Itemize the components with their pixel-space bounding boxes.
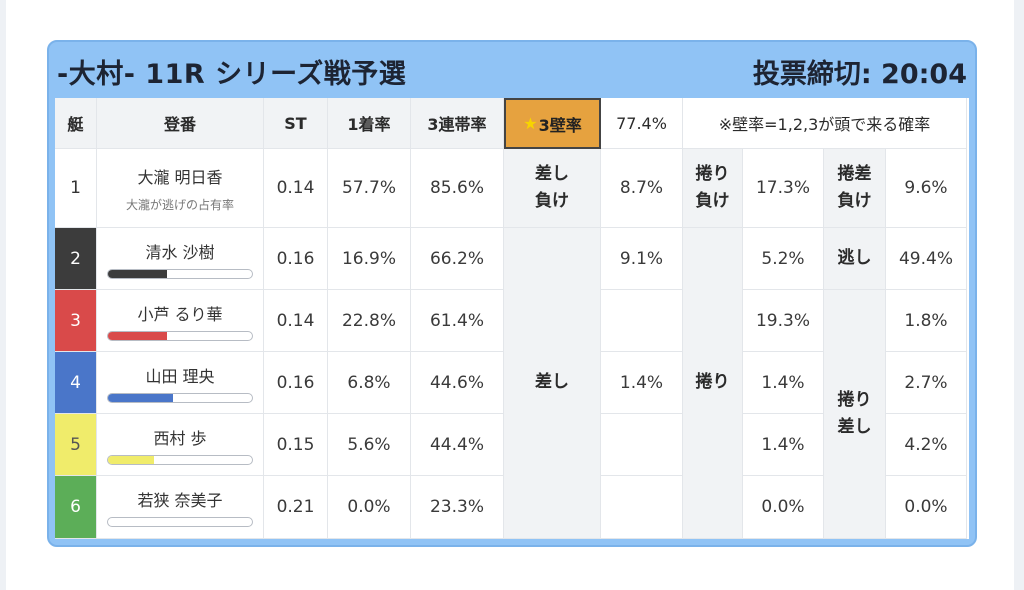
header-top3-rate: 3連帯率	[411, 98, 504, 149]
label-line: 負け	[535, 191, 569, 211]
win-rate-1: 57.7%	[328, 149, 411, 228]
racer-3: 小芦 るり華	[97, 290, 264, 352]
value-makuri-4: 1.4%	[743, 352, 824, 414]
label-line: 捲差	[837, 163, 872, 184]
value-sashi-2: 9.1%	[601, 228, 683, 290]
header-racer: 登番	[97, 98, 264, 149]
top3-rate-5: 44.4%	[411, 414, 504, 476]
value-sashi-6	[601, 476, 683, 539]
value-makuri-5: 1.4%	[743, 414, 824, 476]
label-makuri-make: 捲り 負け	[683, 149, 743, 228]
page-right-edge	[1014, 0, 1024, 590]
racer-name: 山田 理央	[145, 366, 215, 386]
star-icon: ★	[523, 114, 538, 133]
st-2: 0.16	[264, 228, 328, 290]
win-rate-4: 6.8%	[328, 352, 411, 414]
racer-bar	[107, 454, 253, 465]
header-st: ST	[264, 98, 328, 149]
racer-table: 艇 登番 ST 1着率 3連帯率 ★ 3壁率 77.4% ※壁率=1,2,3が頭で…	[55, 98, 969, 539]
win-rate-6: 0.0%	[328, 476, 411, 539]
kabe-note: ※壁率=1,2,3が頭で来る確率	[683, 98, 967, 149]
racer-name: 小芦 るり華	[137, 304, 223, 324]
racer-6: 若狭 奈美子	[97, 476, 264, 539]
page-left-edge	[0, 0, 6, 590]
win-rate-3: 22.8%	[328, 290, 411, 352]
racer-name: 清水 沙樹	[145, 242, 215, 262]
label-makurisashi-make: 捲差 負け	[824, 149, 886, 228]
top3-rate-1: 85.6%	[411, 149, 504, 228]
racer-bar	[107, 392, 253, 403]
racer-bar-fill	[108, 455, 155, 464]
value-makuri-2: 5.2%	[743, 228, 824, 290]
value-makuri-3: 19.3%	[743, 290, 824, 352]
racer-name: 若狭 奈美子	[137, 491, 223, 510]
label-makuri: 捲り	[683, 228, 743, 539]
st-5: 0.15	[264, 414, 328, 476]
header-win-rate: 1着率	[328, 98, 411, 149]
racer-2: 清水 沙樹	[97, 228, 264, 290]
st-4: 0.16	[264, 352, 328, 414]
lane-2: 2	[55, 228, 97, 290]
st-6: 0.21	[264, 476, 328, 539]
lane-4: 4	[55, 352, 97, 414]
top3-rate-4: 44.6%	[411, 352, 504, 414]
race-title: -大村- 11R シリーズ戦予選	[57, 59, 407, 90]
value-makurisashi-3: 1.8%	[886, 290, 967, 352]
label-nige: 逃し	[824, 228, 886, 290]
racer-1: 大瀧 明日香 大瀧が逃げの占有率	[97, 149, 264, 228]
label-makurisashi: 捲り 差し	[824, 290, 886, 539]
win-rate-5: 5.6%	[328, 414, 411, 476]
value-makuri-make-1: 17.3%	[743, 149, 824, 228]
label-line: 負け	[837, 191, 872, 211]
racer-5: 西村 歩	[97, 414, 264, 476]
racer-bar-fill	[108, 269, 168, 278]
kabe-label: 3壁率	[538, 115, 582, 135]
value-sashi-make-1: 8.7%	[601, 149, 683, 228]
label-line: 捲り	[837, 389, 872, 410]
label-line: 捲り	[695, 163, 730, 184]
lane-6: 6	[55, 476, 97, 539]
value-makurisashi-make-1: 9.6%	[886, 149, 967, 228]
racer-bar-fill	[108, 331, 168, 340]
header-kabe-rate: ★ 3壁率	[504, 98, 601, 149]
top3-rate-3: 61.4%	[411, 290, 504, 352]
label-sashi: 差し	[504, 228, 601, 539]
kabe-value: 77.4%	[601, 98, 683, 149]
deadline: 投票締切: 20:04	[752, 59, 967, 90]
racer-name: 西村 歩	[153, 428, 207, 448]
racer-note: 大瀧が逃げの占有率	[125, 197, 234, 212]
label-line: 差し	[535, 163, 569, 184]
value-makurisashi-5: 4.2%	[886, 414, 967, 476]
win-rate-2: 16.9%	[328, 228, 411, 290]
race-header: -大村- 11R シリーズ戦予選 投票締切: 20:04	[49, 42, 975, 98]
value-sashi-3	[601, 290, 683, 352]
value-makurisashi-6: 0.0%	[886, 476, 967, 539]
value-makuri-6: 0.0%	[743, 476, 824, 539]
race-card: -大村- 11R シリーズ戦予選 投票締切: 20:04 艇 登番 ST 1着率…	[47, 40, 977, 547]
st-3: 0.14	[264, 290, 328, 352]
top3-rate-6: 23.3%	[411, 476, 504, 539]
lane-5: 5	[55, 414, 97, 476]
racer-name: 大瀧 明日香	[137, 167, 223, 187]
racer-bar	[107, 268, 253, 279]
racer-bar-fill	[108, 393, 173, 402]
lane-3: 3	[55, 290, 97, 352]
label-line: 差し	[837, 417, 872, 437]
label-line: 負け	[695, 191, 730, 211]
racer-bar	[107, 517, 253, 527]
lane-1: 1	[55, 149, 97, 228]
value-sashi-5	[601, 414, 683, 476]
racer-4: 山田 理央	[97, 352, 264, 414]
header-lane: 艇	[55, 98, 97, 149]
value-nige-2: 49.4%	[886, 228, 967, 290]
value-sashi-4: 1.4%	[601, 352, 683, 414]
top3-rate-2: 66.2%	[411, 228, 504, 290]
st-1: 0.14	[264, 149, 328, 228]
racer-bar	[107, 330, 253, 341]
label-sashi-make: 差し 負け	[504, 149, 601, 228]
value-makurisashi-4: 2.7%	[886, 352, 967, 414]
